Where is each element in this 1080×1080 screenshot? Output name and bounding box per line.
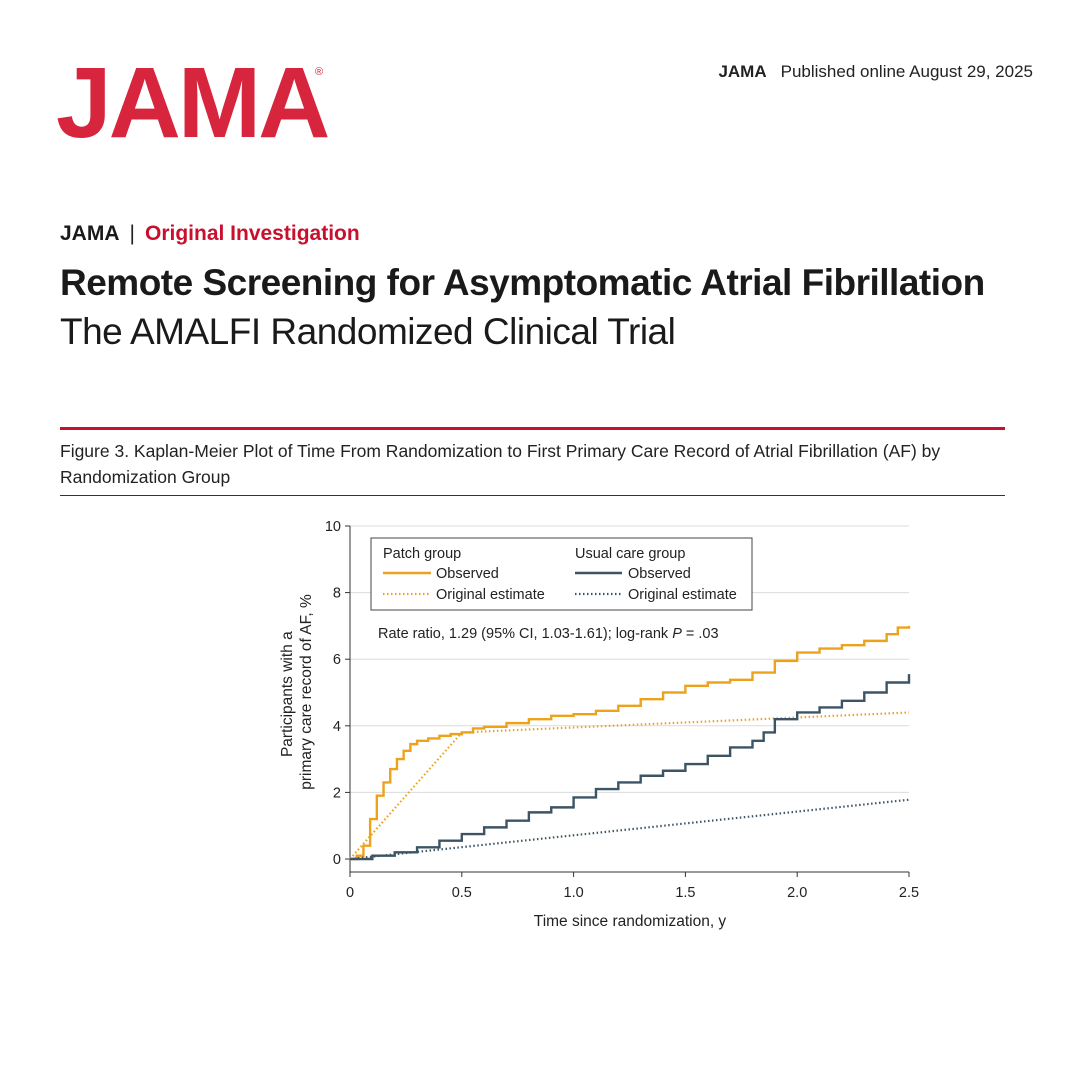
y-tick-label: 10 (325, 519, 341, 535)
x-axis-label: Time since randomization, y (534, 913, 727, 930)
section-separator: | (129, 222, 135, 245)
publication-info: JAMA Published online August 29, 2025 (718, 62, 1033, 82)
figure-top-rule (60, 427, 1005, 430)
y-tick-label: 8 (333, 586, 341, 602)
patch-original-estimate-line (349, 711, 910, 860)
legend-usual-observed-label: Observed (628, 566, 691, 582)
legend-patch-estimate-label: Original estimate (436, 587, 545, 603)
legend: Patch group Observed Original estimate U… (370, 537, 753, 611)
jama-logo: JAMA (56, 47, 330, 159)
x-tick-label: 2.0 (787, 885, 807, 901)
article-type: Original Investigation (144, 222, 360, 245)
legend-box (370, 537, 753, 611)
caption-rule (60, 495, 1005, 496)
legend-patch-observed-label: Observed (436, 566, 499, 582)
y-tick-label: 0 (333, 852, 341, 868)
y-axis-label: Participants with a primary care record … (279, 594, 315, 790)
y-tick-label: 4 (333, 719, 341, 735)
usual-observed-line (350, 674, 911, 861)
registered-mark: ® (315, 66, 324, 78)
x-tick-label: 1.0 (564, 885, 584, 901)
patch-observed-line (350, 625, 911, 861)
rate-ratio-annotation: Rate ratio, 1.29 (95% CI, 1.03-1.61); lo… (378, 626, 719, 642)
x-tick-label: 0 (346, 885, 354, 901)
series-lines (349, 625, 911, 861)
legend-usual-estimate-label: Original estimate (628, 587, 737, 603)
article-subtitle: The AMALFI Randomized Clinical Trial (60, 311, 676, 352)
article-title: Remote Screening for Asymptomatic Atrial… (60, 262, 985, 303)
x-tick-label: 2.5 (899, 885, 919, 901)
section-label: JAMA | Original Investigation (60, 222, 360, 246)
legend-patch-title: Patch group (383, 546, 461, 562)
annotation-suffix: = .03 (682, 626, 719, 642)
legend-usual-title: Usual care group (575, 546, 685, 562)
x-tick-label: 0.5 (452, 885, 472, 901)
annotation-p: P (672, 626, 682, 642)
y-axis-label-line-1: Participants with a (279, 631, 296, 757)
y-axis-label-line-2: primary care record of AF, % (298, 594, 315, 790)
y-tick-label: 6 (333, 652, 341, 668)
publication-journal: JAMA (718, 62, 767, 81)
annotation-prefix: Rate ratio, 1.29 (95% CI, 1.03-1.61); lo… (378, 626, 672, 642)
usual-original-estimate-line (349, 798, 910, 861)
x-tick-label: 1.5 (675, 885, 695, 901)
axes: 0 2 4 6 8 10 0 0.5 1.0 1.5 2.0 2.5 (325, 519, 919, 901)
y-tick-label: 2 (333, 785, 341, 801)
section-journal: JAMA (60, 222, 120, 245)
publication-date: Published online August 29, 2025 (780, 62, 1033, 81)
figure-caption: Figure 3. Kaplan-Meier Plot of Time From… (60, 441, 941, 487)
